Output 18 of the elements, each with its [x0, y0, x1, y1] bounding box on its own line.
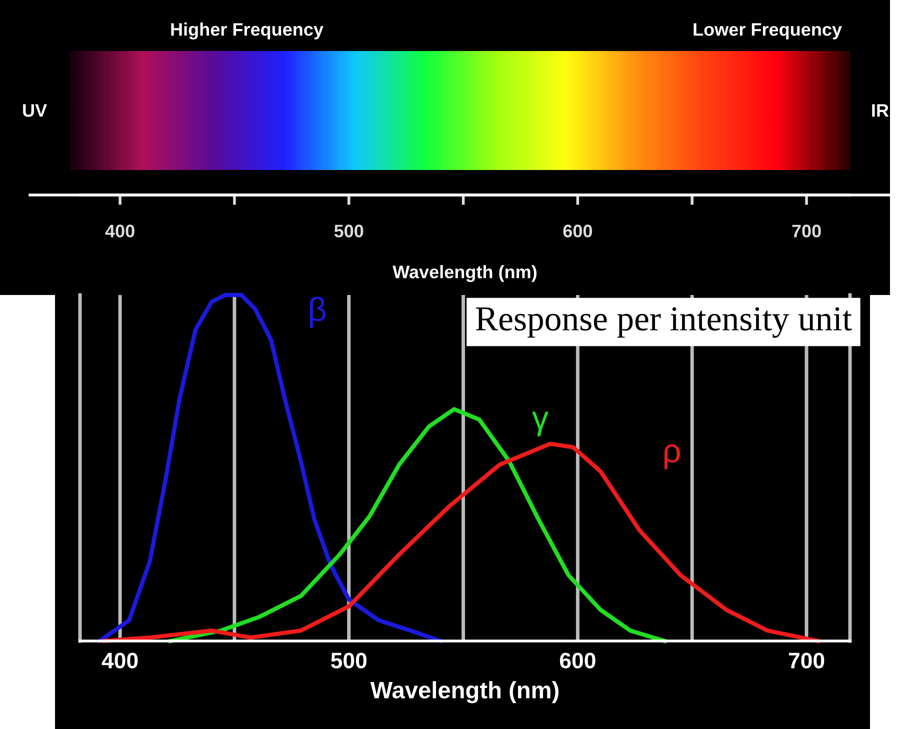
text: Lower Frequency — [694, 23, 842, 40]
text: UV — [23, 104, 47, 117]
x2-tick-label: 400 — [105, 224, 134, 238]
chart-title: Response per intensity unit — [476, 307, 852, 338]
x-tick-label: 500 — [331, 652, 366, 668]
x-tick-label: 700 — [788, 652, 824, 668]
x-tick-label: 600 — [560, 652, 596, 668]
x2-tick-label: 500 — [334, 224, 364, 238]
x-tick-label: 400 — [102, 652, 138, 668]
x2-axis-title: Wavelength (nm) — [392, 265, 536, 282]
series-label: β — [310, 296, 326, 328]
series-label: γ — [532, 412, 548, 436]
x-axis-title: Wavelength (nm) — [370, 681, 558, 704]
x2-tick-label: 600 — [563, 224, 592, 238]
text: IR — [872, 104, 889, 117]
text: Higher Frequency — [171, 22, 324, 40]
x2-tick-label: 700 — [792, 224, 821, 238]
series-label: ρ — [664, 444, 680, 470]
